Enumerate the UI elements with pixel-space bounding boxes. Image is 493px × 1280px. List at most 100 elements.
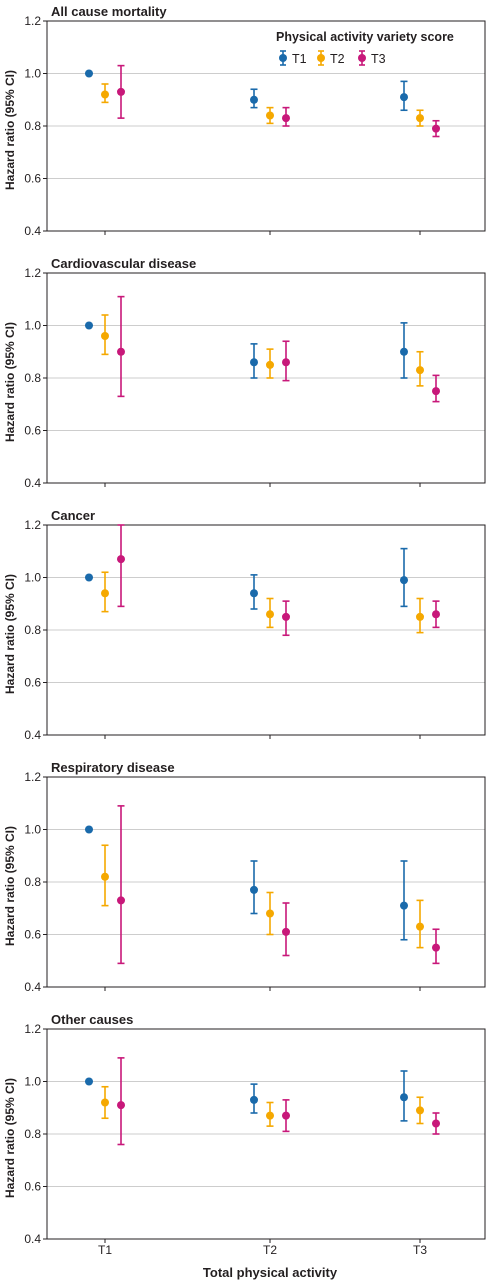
- point-t1: [85, 69, 93, 78]
- y-tick-label: 0.8: [24, 875, 41, 889]
- point-t1: [250, 358, 258, 367]
- point-t2: [266, 1111, 274, 1120]
- panel-1: 0.4 0.6 0.8 1.0 1.2 All cause mortality Hazard…: [3, 4, 486, 238]
- point-t1: [85, 573, 93, 582]
- point-t2: [101, 332, 109, 340]
- y-axis-label: Hazard ratio (95% CI): [3, 70, 17, 190]
- y-tick-label: 1.2: [24, 1022, 41, 1036]
- point-t2: [101, 589, 109, 598]
- y-tick-label: 0.8: [24, 371, 41, 385]
- legend-item-t2: T2: [317, 50, 345, 66]
- panel-title: Cancer: [51, 508, 95, 523]
- y-tick-label: 1.0: [24, 319, 41, 333]
- point-t2: [416, 366, 424, 375]
- panel-5: 0.4 0.6 0.8 1.0 1.2 Other causes Hazard ratio …: [3, 1012, 486, 1246]
- point-t2: [266, 610, 274, 619]
- point-t2: [416, 1106, 424, 1115]
- panel-title: Cardiovascular disease: [51, 256, 196, 271]
- y-tick-label: 0.4: [24, 224, 41, 238]
- point-t3: [432, 610, 440, 619]
- point-t1: [400, 93, 408, 102]
- y-tick-label: 0.4: [24, 476, 41, 490]
- point-t2: [266, 360, 274, 369]
- x-tick-label: T3: [413, 1243, 427, 1257]
- point-t1: [250, 1095, 258, 1104]
- y-axis-label: Hazard ratio (95% CI): [3, 1078, 17, 1198]
- y-tick-label: 0.4: [24, 980, 41, 994]
- y-tick-label: 0.6: [24, 172, 41, 186]
- point-t3: [432, 124, 440, 133]
- legend-label: T2: [330, 52, 345, 66]
- point-t3: [432, 943, 440, 952]
- legend-marker: [317, 54, 325, 62]
- panel-3: 0.4 0.6 0.8 1.0 1.2 Cancer Hazard ratio (95% C…: [3, 508, 486, 742]
- point-t3: [282, 358, 290, 367]
- x-tick-labels: T1 T2 T3: [98, 1243, 427, 1257]
- legend-marker: [279, 54, 287, 62]
- y-tick-label: 0.6: [24, 928, 41, 942]
- point-t1: [400, 901, 408, 910]
- y-tick-label: 0.4: [24, 728, 41, 742]
- y-tick-label: 0.8: [24, 623, 41, 637]
- point-t2: [101, 1098, 109, 1107]
- panel-2: 0.4 0.6 0.8 1.0 1.2 Cardiovascular disease Haz…: [3, 256, 486, 490]
- y-tick-label: 0.4: [24, 1232, 41, 1246]
- y-tick-label: 0.8: [24, 1127, 41, 1141]
- point-t1: [400, 347, 408, 356]
- legend-item-t1: T1: [279, 50, 307, 66]
- point-t1: [250, 95, 258, 104]
- panel-title: Other causes: [51, 1012, 133, 1027]
- point-t2: [416, 114, 424, 123]
- x-tick-label: T1: [98, 1243, 112, 1257]
- point-t2: [416, 612, 424, 621]
- y-axis-label: Hazard ratio (95% CI): [3, 574, 17, 694]
- point-t3: [432, 387, 440, 396]
- x-tick-label: T2: [263, 1243, 277, 1257]
- point-t2: [416, 922, 424, 931]
- point-t1: [250, 589, 258, 598]
- point-t3: [432, 1119, 440, 1128]
- y-tick-label: 1.0: [24, 571, 41, 585]
- point-t2: [266, 909, 274, 918]
- point-t3: [117, 347, 125, 356]
- y-tick-label: 1.2: [24, 518, 41, 532]
- legend-label: T1: [292, 52, 307, 66]
- point-t1: [85, 321, 93, 330]
- y-tick-label: 1.0: [24, 1075, 41, 1089]
- y-tick-label: 0.8: [24, 119, 41, 133]
- point-t3: [117, 896, 125, 905]
- y-tick-label: 1.2: [24, 770, 41, 784]
- point-t3: [282, 612, 290, 621]
- y-tick-label: 1.2: [24, 14, 41, 28]
- y-tick-label: 0.6: [24, 424, 41, 438]
- y-tick-label: 0.6: [24, 1180, 41, 1194]
- point-t1: [85, 825, 93, 834]
- legend-item-t3: T3: [358, 50, 386, 66]
- point-t2: [266, 111, 274, 120]
- y-tick-label: 1.0: [24, 67, 41, 81]
- legend: Physical activity variety score T1 T2 T3: [276, 30, 454, 66]
- legend-label: T3: [371, 52, 386, 66]
- panels: 0.4 0.6 0.8 1.0 1.2 All cause mortality Hazard…: [3, 4, 486, 1246]
- point-t3: [282, 114, 290, 123]
- panel-4: 0.4 0.6 0.8 1.0 1.2 Respiratory disease Hazard…: [3, 760, 486, 994]
- legend-marker: [358, 54, 366, 62]
- point-t3: [282, 1111, 290, 1120]
- point-t1: [250, 885, 258, 894]
- y-axis-label: Hazard ratio (95% CI): [3, 826, 17, 946]
- point-t3: [282, 927, 290, 936]
- point-t2: [101, 90, 109, 99]
- point-t3: [117, 555, 125, 564]
- point-t1: [400, 1093, 408, 1102]
- y-axis-label: Hazard ratio (95% CI): [3, 322, 17, 442]
- panel-title: All cause mortality: [51, 4, 167, 19]
- y-tick-label: 1.2: [24, 266, 41, 280]
- legend-items: T1 T2 T3: [279, 50, 386, 66]
- x-axis: T1 T2 T3 Total physical activity: [98, 1243, 427, 1280]
- point-t1: [85, 1077, 93, 1086]
- legend-title: Physical activity variety score: [276, 30, 454, 44]
- x-axis-label: Total physical activity: [203, 1265, 338, 1280]
- point-t3: [117, 87, 125, 96]
- y-tick-label: 0.6: [24, 676, 41, 690]
